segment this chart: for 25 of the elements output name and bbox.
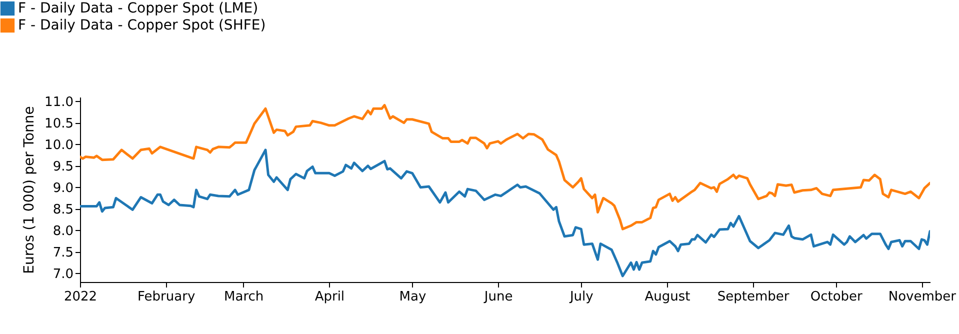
x-tick-label: July	[568, 290, 594, 304]
x-tick-label: February	[138, 290, 196, 304]
x-tick-label: June	[483, 290, 513, 304]
x-tick-label: March	[224, 290, 264, 304]
line-series	[80, 104, 930, 230]
y-tick-label: 9.5	[52, 159, 74, 174]
x-tick-label: May	[399, 290, 426, 304]
y-tick-label: 10.5	[44, 116, 74, 132]
x-tick-label: August	[644, 290, 690, 304]
y-tick-label: 8.5	[52, 202, 74, 218]
y-tick-label: 9.0	[52, 180, 74, 196]
x-tick-label: 2022	[64, 290, 98, 304]
y-tick-label: 11.0	[44, 94, 74, 110]
x-tick-label: October	[810, 290, 864, 304]
y-tick-label: 7.5	[52, 245, 74, 260]
x-tick-label: April	[314, 290, 345, 304]
legend-label: F - Daily Data - Copper Spot (SHFE)	[18, 18, 266, 34]
legend-label: F - Daily Data - Copper Spot (LME)	[18, 0, 258, 16]
y-axis-title: Euros (1 000) per Tonne	[22, 106, 38, 274]
y-tick-label: 10.0	[44, 138, 74, 153]
x-tick-label: November	[888, 290, 957, 304]
y-tick-label: 8.0	[52, 224, 74, 239]
x-tick-label: September	[717, 290, 790, 304]
line-series	[80, 148, 930, 278]
y-tick-label: 7.0	[52, 266, 74, 282]
